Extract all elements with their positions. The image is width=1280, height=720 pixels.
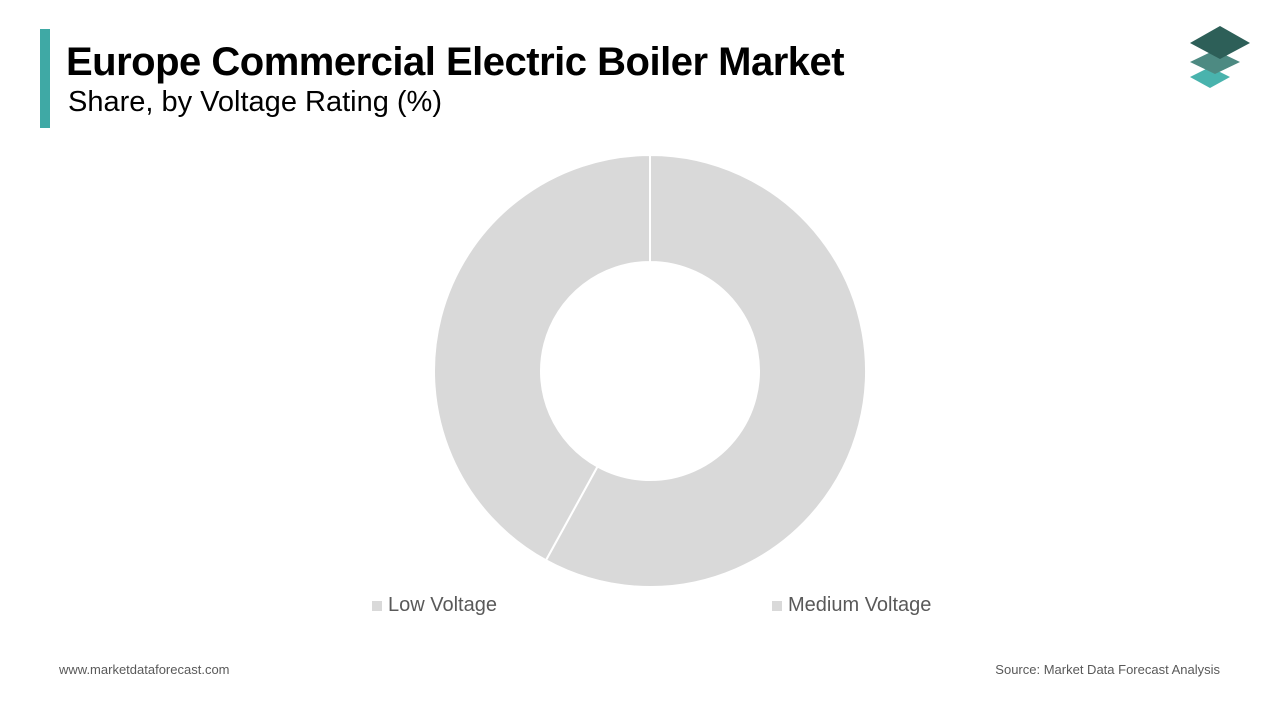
- logo-layer-top: [1190, 26, 1250, 59]
- legend-label-low-voltage: Low Voltage: [388, 594, 497, 616]
- logo-layer-bottom: [1190, 67, 1230, 88]
- donut-slices: [433, 153, 867, 588]
- chart-title: Europe Commercial Electric Boiler Market: [66, 40, 845, 84]
- footer-website: www.marketdataforecast.com: [59, 662, 230, 677]
- legend-item-medium-voltage: Medium Voltage: [772, 594, 931, 617]
- stacked-layers-logo-icon: [1190, 26, 1250, 88]
- slice-low-voltage: [433, 153, 651, 562]
- footer-source: Source: Market Data Forecast Analysis: [995, 662, 1220, 677]
- legend-label-medium-voltage: Medium Voltage: [788, 594, 932, 616]
- title-accent-bar: [40, 29, 50, 128]
- slice-medium-voltage: [544, 153, 867, 588]
- legend-swatch-medium-voltage: [772, 600, 782, 611]
- legend-swatch-low-voltage: [372, 600, 382, 611]
- chart-subtitle: Share, by Voltage Rating (%): [68, 86, 442, 118]
- logo-layer-middle: [1190, 50, 1240, 74]
- legend-item-low-voltage: Low Voltage: [372, 594, 497, 617]
